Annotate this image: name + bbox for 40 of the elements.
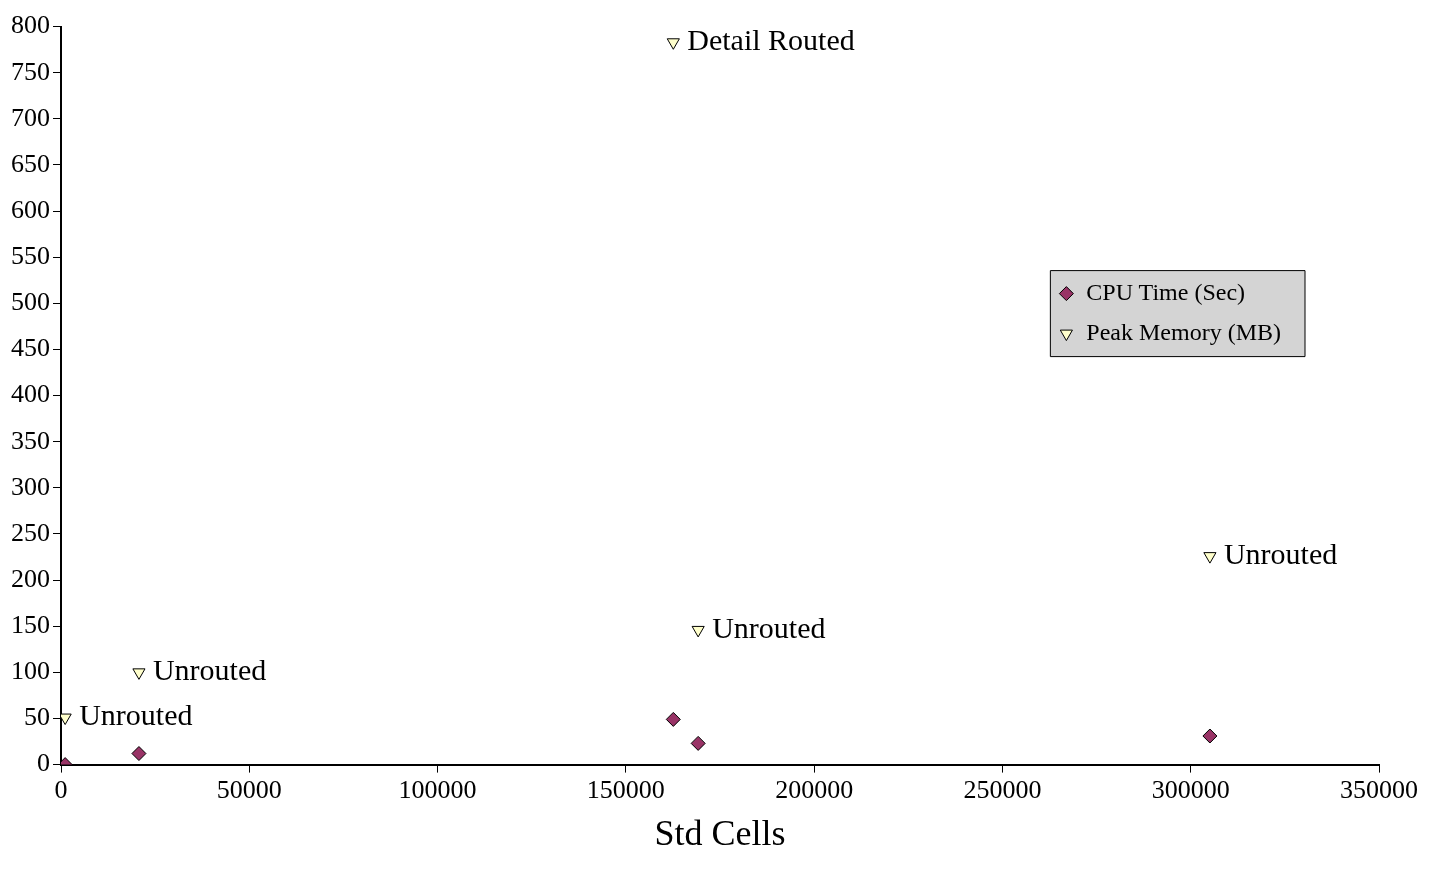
y-tick-label: 300 [11, 471, 50, 501]
point [691, 625, 705, 638]
x-tick-label: 150000 [586, 775, 665, 805]
annotation: Unrouted [152, 653, 267, 687]
legend-label: Peak Memory (MB) [1086, 318, 1281, 345]
y-tick-label: 550 [11, 241, 50, 271]
point [690, 735, 706, 751]
point [665, 711, 681, 727]
x-tick-label: 300000 [1151, 775, 1230, 805]
y-tick-label: 0 [37, 748, 50, 778]
point [1202, 728, 1218, 744]
point [131, 746, 147, 762]
y-tick-label: 750 [11, 56, 50, 86]
legend-label: CPU Time (Sec) [1086, 278, 1246, 305]
x-tick-label: 200000 [775, 775, 854, 805]
point [1203, 552, 1217, 564]
y-tick-label: 200 [11, 563, 50, 593]
x-tick-label: 50000 [216, 775, 282, 805]
y-tick-label: 650 [11, 148, 50, 178]
x-tick-label: 100000 [398, 775, 477, 805]
point [132, 668, 146, 680]
y-tick-label: 600 [11, 194, 50, 224]
y-tick-label: 350 [11, 425, 50, 455]
y-tick-label: 150 [11, 610, 50, 640]
y-tick-label: 250 [11, 517, 50, 547]
x-tick-label: 250000 [963, 775, 1042, 805]
annotation: Unrouted [712, 610, 826, 644]
annotation: Unrouted [79, 698, 193, 732]
y-tick-label: 800 [11, 10, 50, 40]
x-tick-label: 350000 [1340, 775, 1418, 805]
y-tick-label: 500 [11, 287, 50, 317]
y-tick-label: 400 [11, 379, 50, 409]
annotation: Unrouted [1223, 536, 1338, 570]
y-tick-label: 700 [11, 102, 50, 132]
annotation: Detail Routed [687, 23, 855, 57]
x-axis-title: Std Cells [654, 812, 786, 853]
y-tick-label: 50 [24, 702, 50, 732]
point [666, 38, 680, 50]
y-tick-label: 100 [11, 656, 50, 686]
y-tick-label: 450 [11, 333, 50, 363]
